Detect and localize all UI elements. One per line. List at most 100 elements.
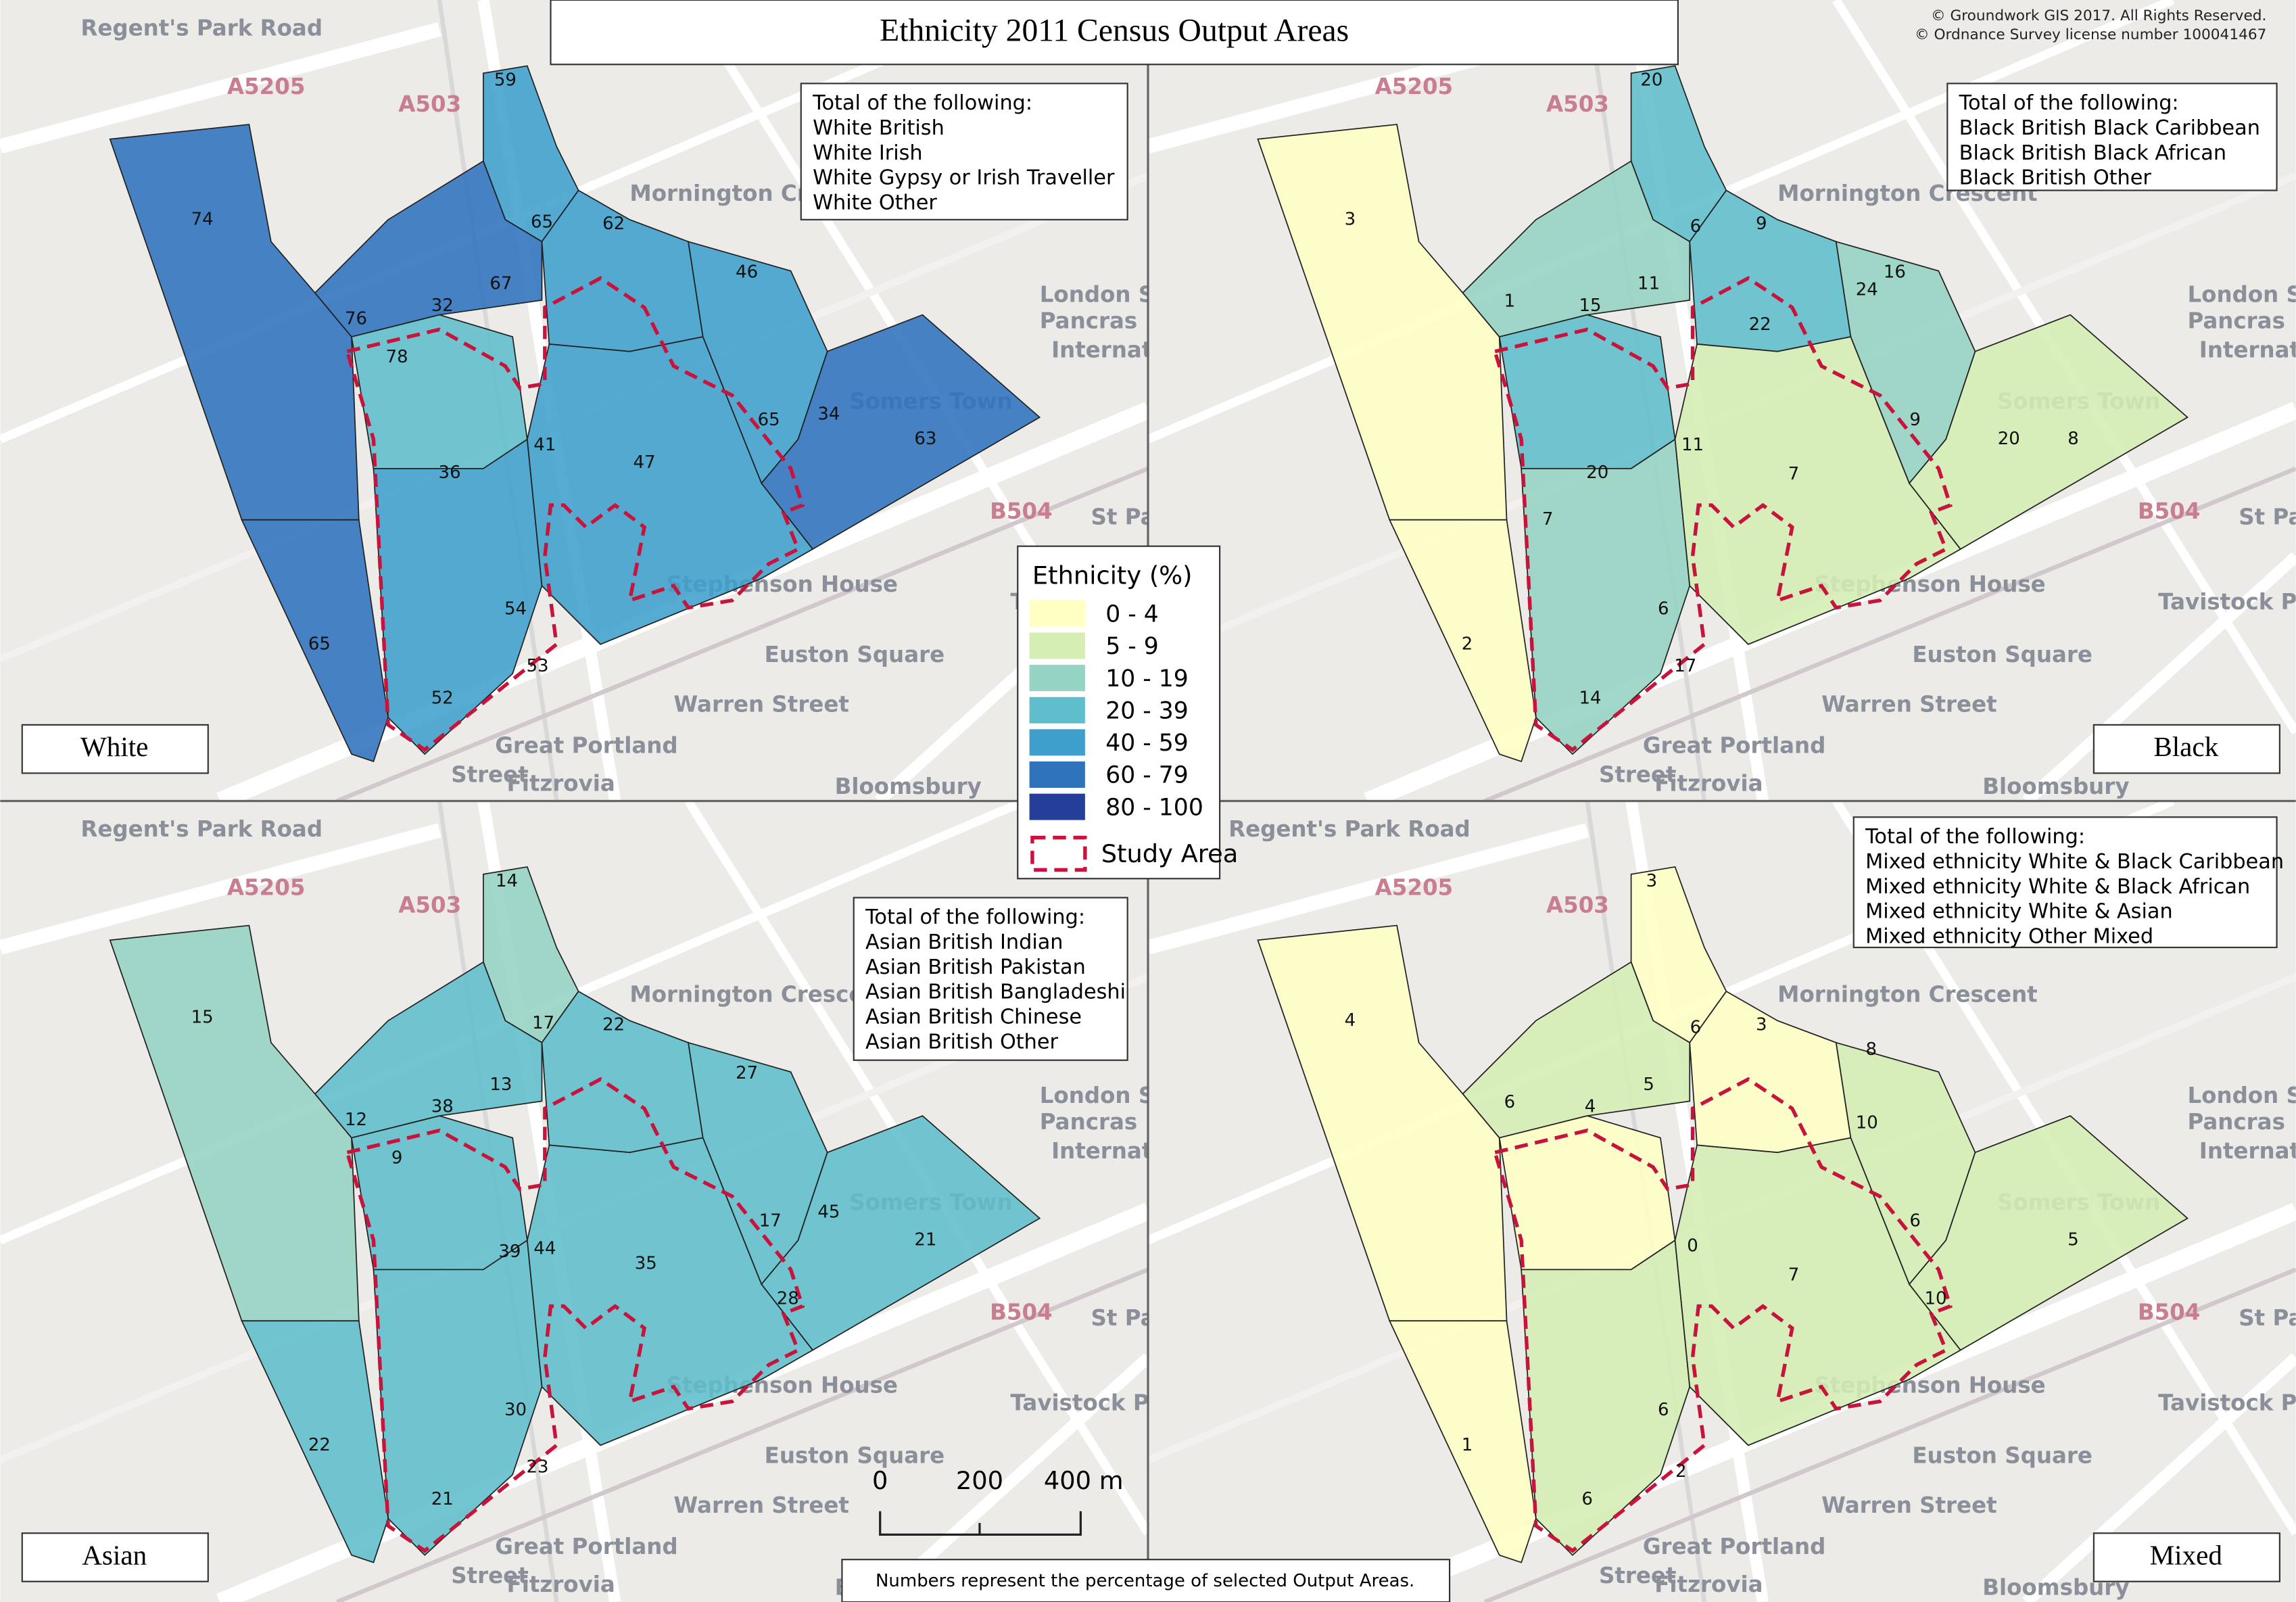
area-value: 32 — [431, 296, 454, 316]
area-value: 54 — [504, 598, 527, 619]
output-area — [526, 336, 814, 645]
area-value: 3 — [1756, 1014, 1767, 1035]
output-area — [351, 314, 528, 469]
legend-label: 60 - 79 — [1105, 762, 1189, 789]
place-label: Street — [1599, 762, 1676, 788]
note-line: Asian British Other — [865, 1030, 1058, 1054]
place-label: A503 — [398, 91, 461, 117]
legend-swatch — [1029, 761, 1085, 788]
area-value: 9 — [391, 1148, 403, 1168]
area-value: 65 — [308, 634, 331, 654]
legend-swatch — [1029, 697, 1085, 724]
output-area — [1908, 314, 2189, 550]
area-value: 44 — [533, 1239, 556, 1259]
area-value: 7 — [1788, 1265, 1800, 1286]
area-value: 5 — [2067, 1230, 2079, 1250]
place-label: Tavistock Place — [2158, 589, 2296, 615]
output-area — [1462, 160, 1691, 338]
place-label: Warren Street — [1821, 692, 1997, 717]
legend-label: 20 - 39 — [1105, 697, 1189, 724]
area-value: 17 — [532, 1013, 554, 1033]
area-value: 20 — [1998, 429, 2020, 449]
place-label: B504 — [990, 498, 1053, 524]
note-line: Black British Black Caribbean — [1959, 116, 2260, 140]
place-label: Great Portland — [495, 732, 677, 758]
area-value: 22 — [602, 1014, 625, 1035]
note-line: Total of the following: — [1959, 91, 2179, 115]
note-line: Asian British Indian — [865, 930, 1063, 954]
output-area — [373, 438, 543, 755]
place-label: International — [2199, 1138, 2296, 1164]
note-line: White Irish — [813, 141, 923, 165]
panel-label: White — [80, 731, 148, 762]
area-value: 52 — [431, 688, 454, 708]
area-value: 7 — [1542, 509, 1554, 529]
panel-label-box — [21, 1532, 209, 1582]
area-value: 22 — [1749, 314, 1771, 335]
place-label: London St — [1040, 281, 1165, 307]
area-value: 2 — [1675, 1461, 1687, 1482]
area-value: 76 — [345, 309, 367, 329]
legend-label: 80 - 100 — [1105, 794, 1203, 821]
panel-label: Black — [2153, 731, 2218, 762]
legend-label: 40 - 59 — [1105, 730, 1189, 757]
note-line: White Gypsy or Irish Traveller — [813, 166, 1115, 190]
legend-study-swatch — [1030, 835, 1087, 872]
scale-label: 0 — [872, 1466, 888, 1495]
note-line: Black British Black African — [1959, 141, 2226, 165]
area-value: 38 — [431, 1097, 454, 1117]
note-line: Mixed ethnicity Other Mixed — [1865, 924, 2153, 948]
note-line: Mixed ethnicity White & Black African — [1865, 875, 2250, 899]
output-area — [1674, 336, 1962, 645]
area-value: 67 — [489, 274, 512, 294]
title-box: Ethnicity 2011 Census Output Areas — [550, 0, 1679, 66]
area-value: 17 — [759, 1210, 782, 1231]
output-area — [1462, 961, 1691, 1139]
street — [336, 466, 1148, 801]
note-box — [1852, 816, 2278, 949]
place-label: Warren Street — [1821, 1492, 1997, 1518]
study-area — [345, 1077, 805, 1553]
place-label: Pancras — [2187, 308, 2285, 333]
area-value: 4 — [1585, 1097, 1596, 1117]
note-line: Asian British Pakistan — [865, 956, 1086, 979]
street — [1148, 823, 1589, 955]
area-value: 6 — [1690, 216, 1702, 237]
note-line: White Other — [813, 191, 937, 214]
output-area — [1521, 1239, 1691, 1556]
street — [2022, 552, 2296, 801]
place-label: A5205 — [227, 74, 306, 99]
area-value: 6 — [1658, 598, 1669, 619]
area-value: 74 — [191, 209, 214, 229]
footnote-box: Numbers represent the percentage of sele… — [841, 1559, 1451, 1602]
street — [1483, 1267, 2296, 1602]
area-value: 47 — [633, 452, 656, 473]
place-label: International — [1051, 1138, 1213, 1164]
note-line: Total of the following: — [1865, 825, 2085, 849]
place-label: Great Portland — [1643, 732, 1825, 758]
place-label: St Pancr — [2239, 504, 2296, 530]
area-value: 11 — [1637, 274, 1660, 294]
area-value: 34 — [817, 404, 840, 424]
area-value: 1 — [1504, 291, 1516, 312]
area-value: 24 — [1856, 279, 1878, 300]
map-title: Ethnicity 2011 Census Output Areas — [880, 14, 1349, 49]
output-area — [761, 314, 1041, 550]
place-label: A503 — [398, 892, 461, 918]
place-label: B504 — [2138, 498, 2201, 524]
place-label: International — [2199, 337, 2296, 363]
area-value: 13 — [489, 1075, 512, 1095]
place-label: Pancras — [2187, 1109, 2285, 1135]
area-value: 6 — [1504, 1092, 1516, 1112]
area-value: 62 — [602, 214, 625, 234]
legend-study-label: Study Area — [1101, 839, 1239, 868]
area-value: 28 — [777, 1288, 799, 1309]
note-box — [800, 83, 1128, 220]
note-line: Mixed ethnicity White & Black Caribbean — [1865, 850, 2284, 874]
area-value: 30 — [504, 1400, 527, 1420]
area-value: 53 — [526, 656, 548, 676]
place-label: A503 — [1546, 892, 1609, 918]
